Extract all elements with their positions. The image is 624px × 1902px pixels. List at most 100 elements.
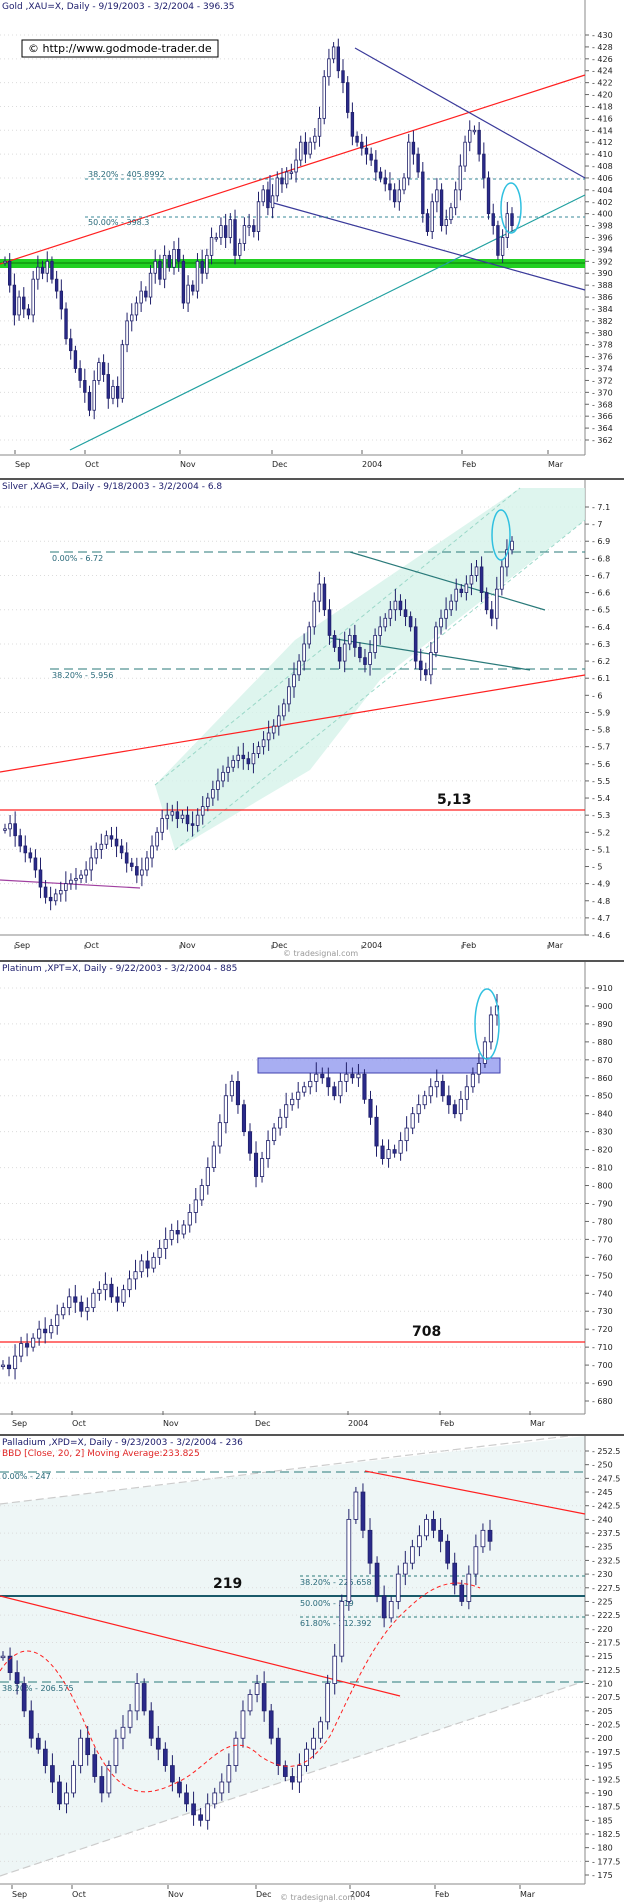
candle-body [115,1296,120,1303]
candle-body [489,609,494,619]
candle-body [464,583,469,594]
candle-body [500,566,504,590]
y-tick-label: - 370 [592,388,613,397]
candle-body [480,1529,486,1548]
candle-body [284,1104,289,1118]
candle-body [175,1230,180,1235]
candle-body [356,1073,361,1079]
y-tick-label: - 890 [592,1020,613,1029]
y-tick-label: - 800 [592,1182,613,1191]
y-tick-label: - 388 [592,281,613,290]
y-tick-label: - 386 [592,293,613,302]
candle-body [491,213,495,226]
candle-body [226,766,230,773]
y-tick-label: - 232.5 [592,1556,620,1565]
candle-body [91,1292,96,1309]
y-tick-label: - 740 [592,1289,613,1298]
x-tick-label: Nov [180,460,196,469]
y-tick-label: - 197.5 [592,1748,620,1757]
candle-body [353,1491,359,1520]
y-tick-label: - 400 [592,210,613,219]
candle-body [297,660,301,676]
candle-body [459,1584,465,1602]
y-tick-label: - 177.5 [592,1857,620,1866]
x-tick-label: Nov [180,941,196,950]
candle-body [211,789,215,799]
x-tick-label: Mar [530,1419,546,1428]
candle-body [332,1655,338,1684]
candle-body [97,362,101,381]
y-tick-label: - 770 [592,1235,613,1244]
gold-title: Gold ,XAU=X, Daily - 9/19/2003 - 3/2/200… [2,2,235,12]
candle-body [153,260,157,274]
candle-body [18,835,23,847]
y-tick-label: - 424 [592,67,613,76]
candle-body [43,1328,48,1334]
candle-body [231,759,235,768]
candle-body [3,828,7,831]
candle-body [266,1140,271,1159]
candle-body [209,237,214,256]
candle-body [472,129,477,133]
y-tick-label: - 372 [592,376,613,385]
candle-body [411,141,416,155]
candle-body [464,1086,469,1100]
candle-body [339,1601,345,1657]
candle-body [261,1683,267,1712]
candle-body [373,634,377,653]
y-tick-label: - 378 [592,341,613,350]
palladium-fib-38-label: 38.20% - 225.658 [300,1578,372,1587]
candle-body [240,1710,246,1739]
candle-body [418,660,423,671]
y-tick-label: - 394 [592,245,613,254]
y-tick-label: - 4.7 [592,914,610,923]
candle-body [43,1748,48,1766]
candle-body [233,1737,239,1766]
y-tick-label: - 220 [592,1625,613,1634]
candle-body [453,189,458,209]
candle-body [184,1792,189,1805]
y-tick-label: - 406 [592,174,613,183]
candle-body [397,189,402,203]
candle-body [402,1562,408,1575]
candle-body [167,254,171,268]
candle-body [229,1080,234,1097]
candle-body [14,1672,20,1684]
candle-body [127,1710,133,1728]
candle-body [25,1343,30,1348]
candle-body [253,1152,259,1177]
candle-body [280,177,284,185]
y-tick-label: - 4.8 [592,897,610,906]
candle-body [374,1562,380,1597]
candle-body [322,583,327,611]
candle-body [3,260,7,264]
candle-body [36,266,40,280]
candle-body [395,1573,401,1602]
candle-body [238,243,242,256]
candle-body [247,1694,253,1712]
candle-body [378,171,383,179]
candle-body [510,213,514,226]
candle-body [193,1199,198,1213]
candle-body [124,852,129,864]
y-tick-label: - 5.7 [592,743,610,752]
candle-body [241,1104,247,1133]
candle-body [336,46,340,72]
candle-body [101,362,106,375]
candle-body [191,284,195,292]
candle-body [53,893,58,902]
candle-body [410,1113,415,1129]
candle-body [466,1573,472,1602]
candle-body [444,609,448,619]
candle-body [186,284,190,304]
silver-fib-0-label: 0.00% - 6.72 [52,554,103,563]
candle-body [413,626,418,662]
palladium-chart-svg: Palladium ,XPD=X, Daily - 9/23/2003 - 3/… [0,1436,620,1902]
candle-body [28,1710,34,1739]
y-tick-label: - 384 [592,305,613,314]
candle-body [242,225,247,244]
y-tick-label: - 5 [592,863,603,872]
candle-body [217,1122,222,1147]
x-tick-label: Mar [548,460,564,469]
panel-separator [0,478,624,480]
